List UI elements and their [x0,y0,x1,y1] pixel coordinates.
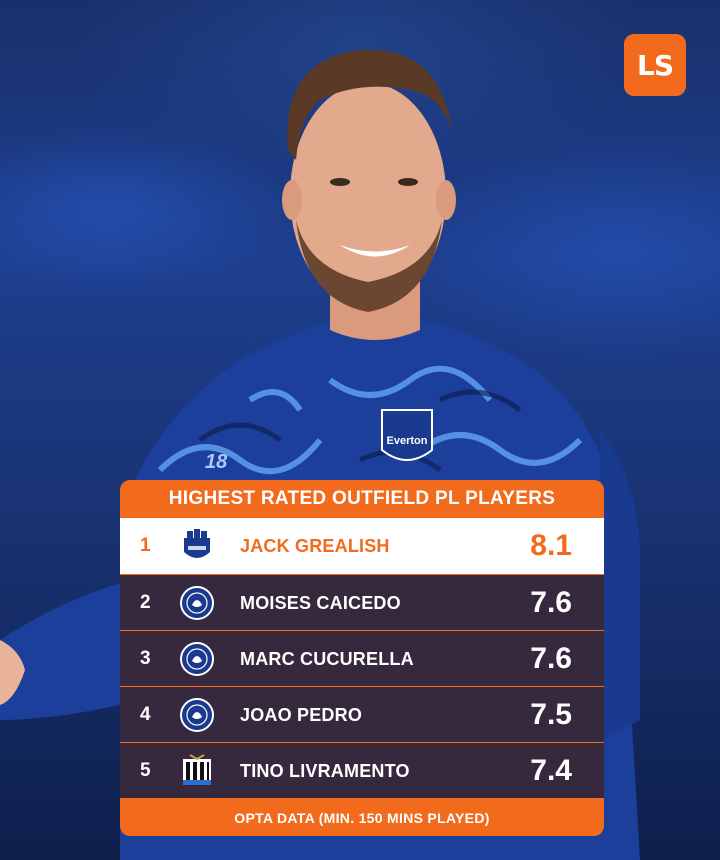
chelsea-crest-icon [180,698,214,732]
player-rating: 7.6 [530,586,572,619]
rank-number: 3 [140,648,151,669]
data-source-note: OPTA DATA (MIN. 150 MINS PLAYED) [234,810,490,826]
table-row: 5 TINO LIVRAMENTO 7.4 [120,742,604,798]
brand-logo: LS [624,34,686,96]
table-row: 2 MOISES CAICEDO 7.6 [120,574,604,630]
brand-logo-text: LS [636,48,674,82]
rank-number: 2 [140,592,151,613]
player-name: JOAO PEDRO [240,704,363,725]
table-rows: 1 JACK GREALISH 8.1 2 MOISES CAICEDO 7.6 [120,518,604,798]
player-name: MARC CUCURELLA [240,648,414,669]
chelsea-crest-icon [180,586,214,620]
chelsea-crest-icon [180,642,214,676]
table-title: HIGHEST RATED OUTFIELD PL PLAYERS [168,488,556,509]
rank-number: 5 [140,760,151,781]
table-row: 3 MARC CUCURELLA 7.6 [120,630,604,686]
shirt-club-label: Everton [387,435,428,447]
player-name: MOISES CAICEDO [240,592,401,613]
shirt-number: 18 [205,451,228,473]
everton-crest-icon [184,529,210,558]
player-name: JACK GREALISH [240,535,390,556]
player-rating: 7.5 [530,698,572,731]
ratings-table: HIGHEST RATED OUTFIELD PL PLAYERS 1 JACK… [120,480,604,836]
player-rating: 8.1 [530,529,572,562]
table-row: 4 JOAO PEDRO 7.5 [120,686,604,742]
player-name: TINO LIVRAMENTO [240,760,410,781]
player-rating: 7.4 [530,754,572,787]
table-row: 1 JACK GREALISH 8.1 [120,518,604,574]
player-rating: 7.6 [530,642,572,675]
rank-number: 4 [140,704,151,725]
newcastle-crest-icon [183,754,211,785]
rank-number: 1 [140,535,151,556]
